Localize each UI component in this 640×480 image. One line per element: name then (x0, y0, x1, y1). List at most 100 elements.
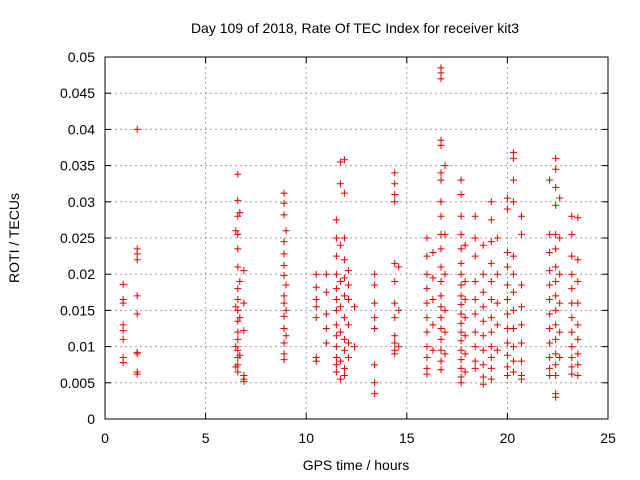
data-point (568, 353, 576, 361)
data-point (457, 230, 465, 238)
data-point (493, 299, 501, 307)
data-point (556, 328, 564, 336)
data-point (344, 321, 352, 329)
data-point (457, 281, 465, 289)
data-point (371, 379, 379, 387)
data-point (391, 350, 399, 358)
data-point (240, 299, 248, 307)
data-point (471, 212, 479, 220)
data-point (340, 234, 348, 242)
data-point (574, 214, 582, 222)
data-point (119, 359, 127, 367)
x-tick-label: 10 (298, 430, 314, 446)
data-point (487, 259, 495, 267)
data-point (280, 199, 288, 207)
data-point (503, 339, 511, 347)
data-point (546, 353, 554, 361)
data-point (344, 353, 352, 361)
data-point (457, 301, 465, 309)
data-point (574, 372, 582, 380)
data-point (509, 176, 517, 184)
data-point (232, 303, 240, 311)
y-tick-label: 0.01 (68, 339, 95, 355)
data-point (437, 292, 445, 300)
data-point (234, 346, 242, 354)
data-point (423, 299, 431, 307)
y-tick-label: 0.015 (60, 302, 95, 318)
x-tick-label: 20 (500, 430, 516, 446)
data-point (423, 234, 431, 242)
data-point (509, 252, 517, 260)
data-point (457, 310, 465, 318)
data-point (391, 169, 399, 177)
data-point (568, 270, 576, 278)
data-point (340, 346, 348, 354)
data-point (437, 75, 445, 83)
data-point (280, 272, 288, 280)
data-point (546, 325, 554, 332)
data-point (457, 328, 465, 336)
data-point (471, 357, 479, 365)
data-point (574, 321, 582, 329)
data-point (568, 299, 576, 307)
plot-frame (104, 56, 609, 420)
data-point (344, 296, 352, 304)
data-point (423, 314, 431, 322)
data-point (119, 299, 127, 307)
data-point (471, 343, 479, 351)
data-point (232, 343, 240, 351)
data-point (493, 321, 501, 329)
data-point (509, 343, 517, 351)
data-point (437, 335, 445, 343)
data-point (332, 234, 340, 242)
data-point (340, 189, 348, 197)
data-point (350, 343, 358, 351)
data-point (133, 350, 141, 358)
data-point (371, 314, 379, 322)
data-point (332, 321, 340, 329)
data-point (574, 361, 582, 369)
data-point (332, 361, 340, 369)
data-point (487, 238, 495, 246)
data-point (391, 339, 399, 347)
data-point (437, 245, 445, 253)
data-point (552, 350, 560, 358)
data-point (503, 263, 511, 271)
data-point (457, 346, 465, 354)
data-point (552, 263, 560, 271)
data-point (336, 158, 344, 166)
data-point (119, 335, 127, 343)
data-point (332, 343, 340, 351)
data-point (344, 339, 352, 347)
data-point (332, 270, 340, 278)
data-point (546, 339, 554, 347)
data-point (471, 310, 479, 318)
data-point (429, 274, 437, 282)
data-point (457, 337, 465, 345)
data-point (332, 353, 340, 361)
data-point (479, 361, 487, 369)
data-point (340, 156, 348, 164)
data-point (479, 303, 487, 311)
data-point (546, 248, 554, 256)
data-point (471, 252, 479, 260)
data-point (556, 270, 564, 278)
data-point (457, 212, 465, 220)
y-tick-label: 0 (87, 411, 95, 427)
data-point (457, 176, 465, 184)
data-point (487, 364, 495, 372)
data-point (461, 350, 469, 358)
data-point (568, 363, 576, 371)
data-point (503, 310, 511, 318)
data-point (332, 216, 340, 224)
data-point (429, 321, 437, 329)
data-point (487, 296, 495, 304)
data-point (552, 292, 560, 300)
data-point (574, 335, 582, 343)
data-point (552, 183, 560, 191)
data-point (457, 319, 465, 327)
data-point (437, 314, 445, 322)
data-point (234, 317, 242, 325)
data-point (340, 314, 348, 322)
data-point (546, 267, 554, 275)
